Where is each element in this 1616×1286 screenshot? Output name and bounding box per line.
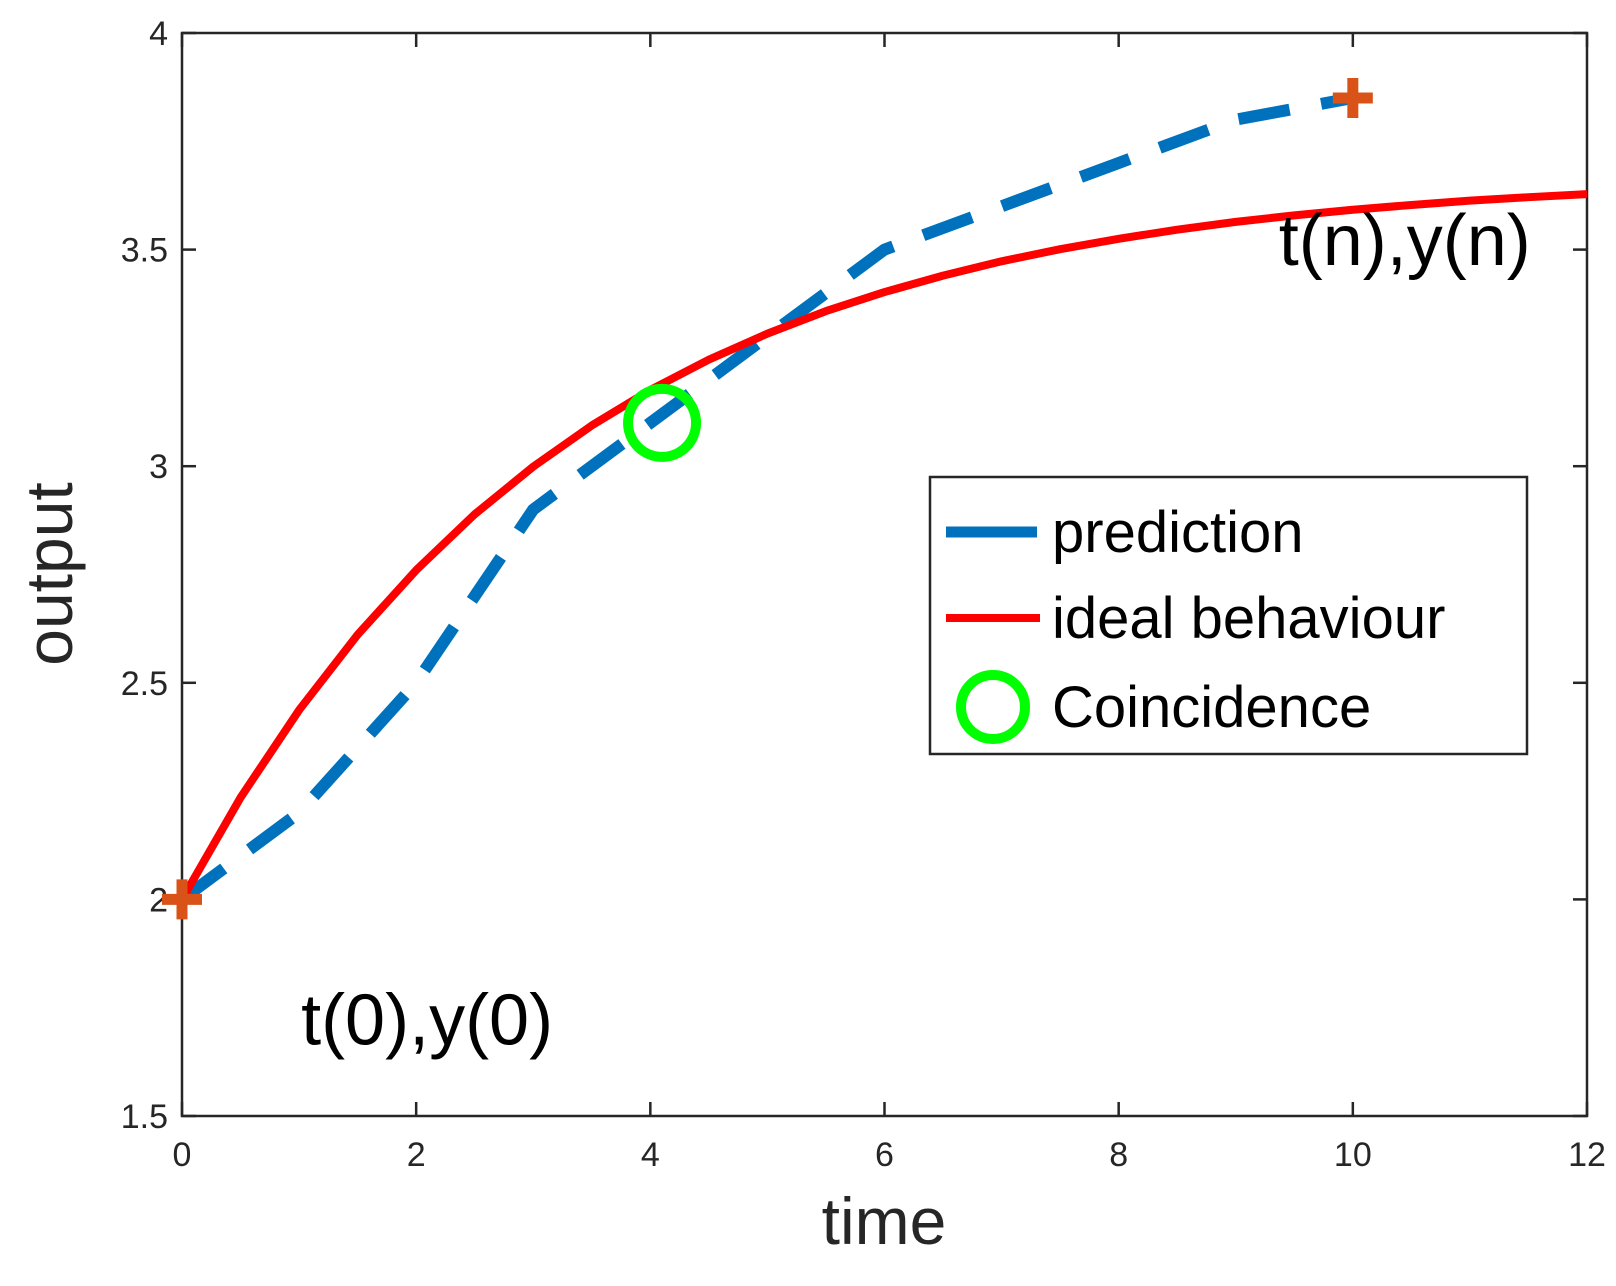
endpoint-plus-marker [1332,77,1373,118]
y-tick-label: 3 [149,448,168,486]
annotations-layer: t(0),y(0) t(n),y(n) [301,201,1531,1061]
x-axis-label: time [822,1184,947,1258]
legend-label-coincidence: Coincidence [1052,675,1371,740]
y-tick-label: 2 [149,881,168,919]
annotation-text: t(0),y(0) [301,981,553,1061]
legend: prediction ideal behaviour Coincidence [928,475,1529,756]
ideal-behaviour-line [178,190,1588,902]
y-axis-label: output [12,482,86,666]
legend-label-prediction: prediction [1052,500,1303,565]
endpoint-plus-marker [162,879,202,920]
y-tick-label: 2.5 [121,665,168,703]
legend-label-ideal-behaviour: ideal behaviour [1052,586,1445,651]
x-tick-label: 8 [1109,1136,1128,1174]
legend-swatch-coincidence [956,670,1030,744]
coincidence-marker [623,383,702,462]
x-tick-label: 4 [641,1136,660,1174]
x-tick-label: 0 [173,1136,192,1174]
x-tick-label: 12 [1568,1136,1606,1174]
x-tick-label: 10 [1334,1136,1372,1174]
series-layer [178,92,1588,905]
axis-ticks: 0 2 4 6 8 10 12 1.5 2 2.5 3 3.5 4 [121,15,1606,1174]
markers-layer [162,77,1373,920]
x-tick-label: 2 [407,1136,426,1174]
y-tick-label: 4 [149,15,168,53]
annotation-text: t(n),y(n) [1279,201,1531,281]
x-tick-label: 6 [875,1136,894,1174]
y-tick-label: 1.5 [121,1098,168,1136]
y-tick-label: 3.5 [121,232,168,270]
prediction-line [178,92,1354,905]
